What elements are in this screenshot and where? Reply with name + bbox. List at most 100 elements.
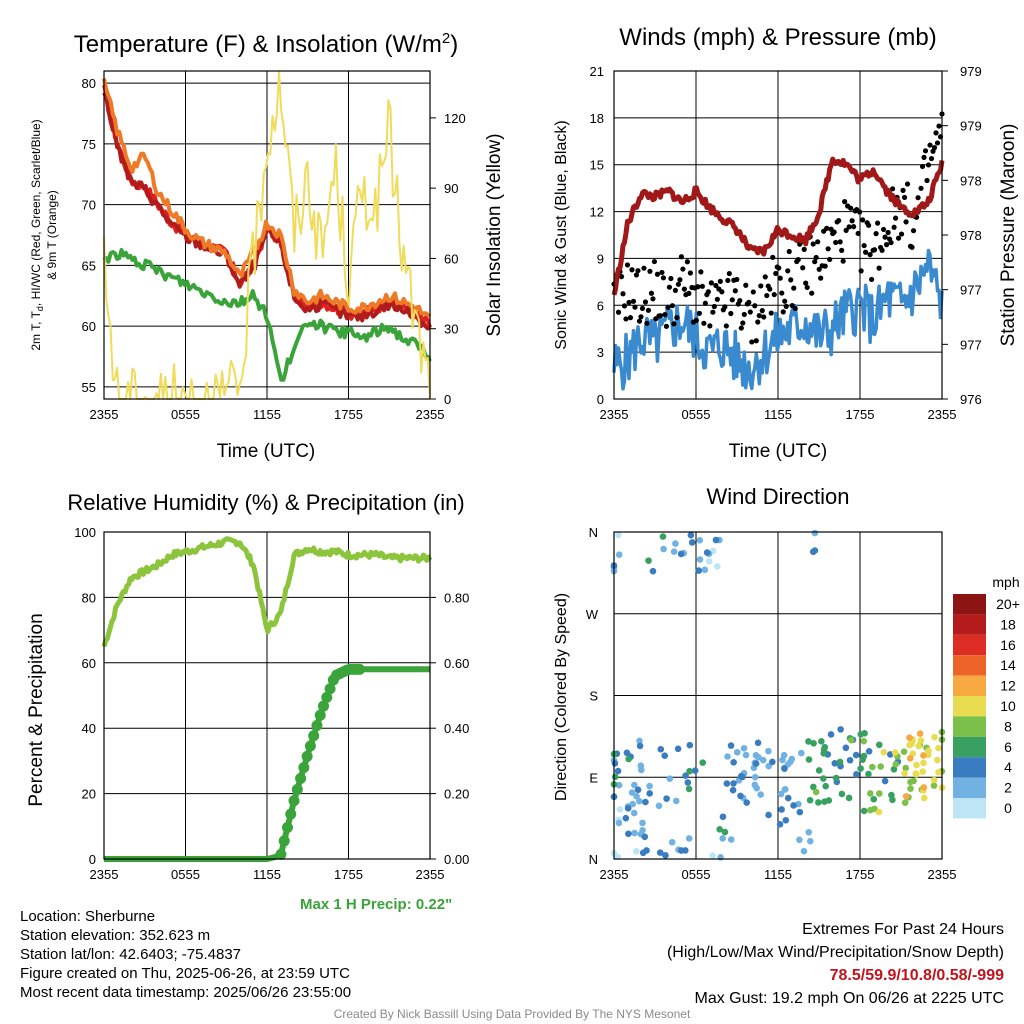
dir-point <box>842 744 850 752</box>
wind-gust-point <box>900 187 906 193</box>
wind-gust-point <box>827 256 833 263</box>
dir-point <box>776 821 784 828</box>
dir-point <box>668 838 676 846</box>
wind-gust-point <box>813 254 819 261</box>
colorbar-swatch <box>953 634 986 656</box>
dir-point <box>719 813 727 821</box>
latlon-text: Station lat/lon: 42.6403; -75.4837 <box>20 946 242 963</box>
dir-point <box>806 837 814 845</box>
rh-precip-point <box>275 848 287 860</box>
wind-gust-point <box>873 231 879 237</box>
dir-point <box>837 726 844 733</box>
wind-y-tick-label: 18 <box>590 111 604 126</box>
dir-point <box>674 745 682 753</box>
wind-gust-point <box>651 258 658 265</box>
wind-gust-point <box>701 320 707 326</box>
dir-point <box>865 748 873 755</box>
extremes-title: Extremes For Past 24 Hours <box>802 921 1004 938</box>
dir-point <box>633 792 640 800</box>
dir-point <box>611 760 619 767</box>
wind-gust-point <box>885 229 891 236</box>
dir-point <box>815 799 822 806</box>
dir-y-tick-label: E <box>589 770 598 785</box>
wind-sonic-line <box>612 248 944 391</box>
wind-gust-point <box>782 298 788 304</box>
rh-y-tick-label: 0 <box>89 852 96 867</box>
wind-gust-point <box>785 268 791 274</box>
dir-point <box>805 828 813 836</box>
wind-gust-point <box>915 195 921 201</box>
dir-point <box>727 742 735 749</box>
temp-series-line <box>103 70 431 400</box>
colorbar-label: 12 <box>1000 678 1016 694</box>
dir-point <box>622 814 630 822</box>
dir-point <box>901 799 909 806</box>
dir-point <box>805 756 813 763</box>
dir-point <box>755 753 762 761</box>
dir-point <box>730 759 737 766</box>
extremes-subtitle: (High/Low/Max Wind/Precipitation/Snow De… <box>666 944 1004 961</box>
wind-gust-point <box>686 290 692 296</box>
wind-gust-point <box>750 289 756 295</box>
dir-point <box>666 775 674 782</box>
temp-xlabel: Time (UTC) <box>217 441 316 462</box>
dir-point <box>719 835 726 842</box>
wind-gust-point <box>880 226 887 233</box>
colorbar-title: mph <box>992 574 1019 590</box>
rh-precip-point <box>308 730 320 742</box>
wind-gust-point <box>857 209 863 215</box>
wind-gust-point <box>726 270 732 277</box>
wind-gust-point <box>866 222 872 228</box>
dir-point <box>684 779 692 786</box>
wind-gust-point <box>725 277 731 284</box>
wind-gust-point <box>882 234 888 240</box>
wind-gust-point <box>874 220 881 226</box>
max-precip-note: Max 1 H Precip: 0.22" <box>300 896 453 913</box>
wind-gust-point <box>848 205 854 211</box>
rh-precip-point <box>311 720 323 732</box>
dir-point <box>857 765 864 772</box>
dir-y-tick-label: W <box>586 607 599 622</box>
wind-gust-point <box>650 296 656 302</box>
dir-point <box>687 531 695 539</box>
rh-x-tick-label: 2355 <box>90 867 119 882</box>
dir-point <box>631 829 638 837</box>
wind-gust-point <box>780 309 786 315</box>
dir-point <box>832 774 840 782</box>
dir-point <box>907 785 914 792</box>
colorbar-label: 14 <box>1000 657 1016 673</box>
wind-y-tick-label: 12 <box>590 205 604 220</box>
wind-gust-point <box>675 281 682 287</box>
wind-gust-point <box>761 314 767 320</box>
wind-gust-point <box>889 186 896 192</box>
dir-point <box>743 799 750 806</box>
dir-point <box>663 795 670 802</box>
wind-x-tick-label: 1155 <box>764 407 792 422</box>
dir-point <box>935 744 942 752</box>
wind-gust-point <box>729 297 735 303</box>
wind-gust-point <box>663 323 670 329</box>
wind-gust-point <box>698 269 704 275</box>
dir-point <box>632 848 640 855</box>
dir-point <box>701 566 709 574</box>
dir-point <box>661 752 669 759</box>
temp-x-tick-label: 1755 <box>334 407 363 422</box>
dir-point <box>906 734 913 741</box>
wind-gust-point <box>883 242 890 248</box>
wind-gust-point <box>746 299 752 305</box>
wind-gust-point <box>783 303 789 309</box>
dir-point <box>782 785 789 793</box>
wind-gust-point <box>891 224 897 230</box>
dir-point <box>812 788 820 796</box>
dir-point <box>729 786 737 794</box>
wind-gust-point <box>647 268 653 274</box>
dir-point <box>754 739 762 747</box>
colorbar-label: 8 <box>1004 718 1012 734</box>
dir-point <box>931 733 938 741</box>
wind-gust-point <box>800 265 806 271</box>
wind-gust-point <box>810 241 816 247</box>
wind-gust-point <box>695 284 701 290</box>
dir-point <box>625 830 632 838</box>
wind-gust-point <box>620 291 626 297</box>
wind-gust-point <box>822 263 828 269</box>
